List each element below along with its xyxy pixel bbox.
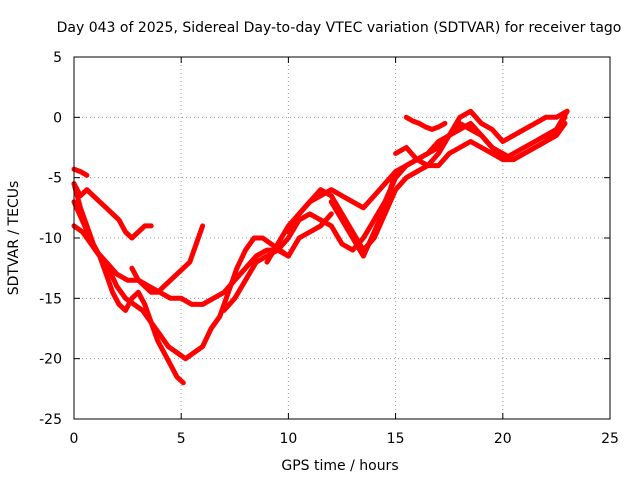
y-tick-label: -5	[48, 171, 62, 187]
y-axis-label: SDTVAR / TECUs	[6, 181, 22, 296]
satellite-track-5	[71, 166, 90, 178]
satellite-track-11	[393, 108, 570, 169]
x-axis-label: GPS time / hours	[281, 458, 398, 474]
y-tick-label: -25	[39, 412, 62, 428]
satellite-track-10	[328, 169, 399, 259]
chart-title: Day 043 of 2025, Sidereal Day-to-day VTE…	[57, 20, 622, 36]
satellite-track-12	[403, 114, 448, 132]
x-tick-label: 5	[177, 431, 186, 447]
satellite-track-3	[71, 223, 291, 362]
data-series-group	[71, 108, 570, 386]
axis-ticks: 0 5 10 15 20 25 -25 -20 -15 -10 -5 0 5	[39, 50, 619, 447]
satellite-track-8	[264, 120, 568, 265]
x-tick-label: 15	[387, 431, 405, 447]
y-tick-label: -20	[39, 352, 62, 368]
grid-lines	[74, 57, 610, 419]
y-tick-label: 0	[53, 110, 62, 126]
x-tick-label: 20	[494, 431, 512, 447]
satellite-track-4	[71, 181, 186, 386]
y-tick-label: 5	[53, 50, 62, 66]
satellite-track-1	[71, 181, 154, 241]
x-tick-label: 25	[601, 431, 619, 447]
x-tick-label: 10	[279, 431, 297, 447]
y-tick-label: -10	[39, 231, 62, 247]
x-tick-label: 0	[70, 431, 79, 447]
satellite-track-6	[129, 223, 206, 295]
satellite-track-9	[285, 114, 568, 253]
y-tick-label: -15	[39, 291, 62, 307]
